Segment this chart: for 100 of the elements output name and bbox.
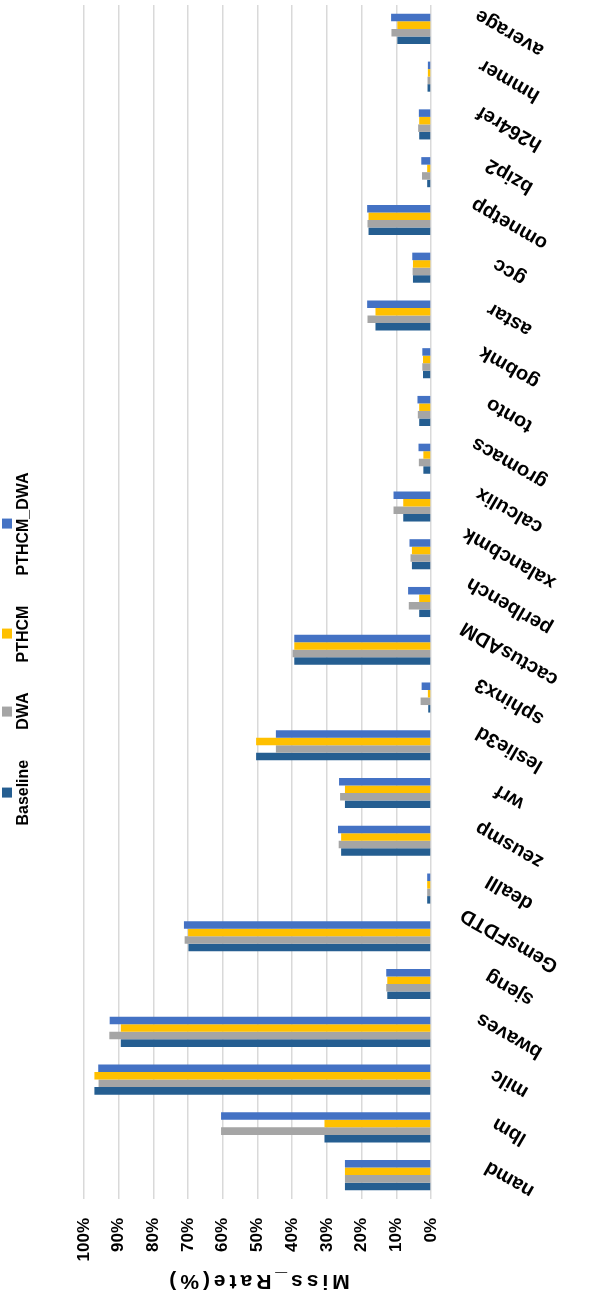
bar — [411, 561, 431, 570]
bar — [94, 1072, 431, 1080]
bar — [428, 705, 431, 713]
bar — [427, 164, 431, 173]
bar — [375, 307, 431, 316]
x-tick-label: 10% — [385, 1218, 405, 1253]
y-tick-label: wrf — [489, 781, 529, 816]
y-tick-label: namd — [480, 1157, 538, 1204]
bar — [367, 219, 431, 228]
bar — [221, 1127, 431, 1135]
bar — [421, 157, 431, 165]
bar — [419, 403, 431, 411]
bar — [422, 363, 431, 371]
bar — [427, 881, 431, 889]
bar — [338, 825, 431, 834]
y-tick-label: tonto — [481, 394, 536, 439]
bar — [418, 109, 431, 117]
bar — [294, 634, 431, 643]
bar — [344, 800, 431, 809]
bar — [120, 1039, 431, 1047]
bar — [408, 586, 431, 595]
bar — [410, 554, 431, 562]
bar — [419, 131, 431, 140]
bar — [188, 943, 431, 952]
bar — [423, 451, 431, 459]
bar — [403, 514, 431, 522]
bar — [368, 227, 431, 235]
bar — [403, 498, 431, 507]
bar — [419, 594, 431, 602]
bar — [427, 896, 431, 904]
bar — [294, 642, 431, 650]
bar — [324, 1134, 431, 1143]
legend-label: Baseline — [14, 759, 32, 826]
bar — [409, 539, 431, 547]
x-tick-label: 70% — [177, 1218, 197, 1253]
y-tick-label: milc — [485, 1065, 532, 1105]
bar — [94, 1087, 431, 1095]
bar — [340, 793, 431, 801]
y-tick-label: gcc — [488, 254, 530, 292]
bar — [344, 785, 431, 794]
legend-label: PTHCM_DWA — [14, 472, 32, 576]
bar — [188, 928, 431, 937]
bar — [421, 682, 431, 690]
bar — [419, 418, 431, 426]
legend-label: PTHCM — [14, 605, 32, 663]
bar — [256, 752, 431, 761]
bar — [411, 546, 431, 555]
bar — [344, 1182, 431, 1191]
bar — [256, 737, 431, 746]
bar — [367, 315, 431, 323]
bar — [367, 300, 431, 308]
y-tick-label: astar — [482, 299, 535, 343]
bar — [341, 848, 431, 856]
bar — [344, 1160, 431, 1168]
x-tick-label: 90% — [108, 1218, 128, 1253]
bar — [120, 1024, 431, 1032]
legend-label: DWA — [14, 692, 32, 730]
bar — [418, 458, 431, 467]
bar — [98, 1064, 431, 1073]
x-tick-label: 80% — [143, 1218, 163, 1253]
bar — [419, 116, 431, 125]
bar — [391, 13, 431, 22]
bar — [368, 212, 431, 220]
bar — [412, 252, 431, 261]
bar — [221, 1112, 431, 1120]
x-axis-title: Miss_Rate(%) — [165, 1271, 350, 1295]
bar — [109, 1031, 431, 1040]
x-tick-label: 100% — [73, 1218, 93, 1262]
x-tick-label: 60% — [212, 1218, 232, 1253]
bar — [422, 348, 431, 356]
bar — [408, 602, 431, 610]
bar — [344, 1175, 431, 1183]
bar — [344, 1167, 431, 1176]
x-tick-label: 20% — [351, 1218, 371, 1253]
bar — [275, 730, 431, 738]
bar — [294, 657, 431, 665]
bar — [419, 609, 431, 618]
bar — [109, 1016, 431, 1025]
bar — [338, 840, 431, 849]
bar — [417, 395, 431, 404]
y-tick-label: lbm — [487, 1114, 530, 1152]
x-tick-label: 30% — [316, 1218, 336, 1253]
bar — [183, 921, 431, 929]
x-tick-label: 50% — [247, 1218, 267, 1253]
x-tick-label: 40% — [281, 1218, 301, 1253]
bar — [418, 124, 431, 132]
bar — [375, 322, 431, 331]
bar — [324, 1119, 431, 1128]
x-tick-label: 0% — [420, 1218, 440, 1243]
bar — [292, 649, 431, 658]
bar — [412, 260, 431, 268]
bar — [184, 936, 431, 944]
bar — [339, 778, 431, 786]
bar — [423, 466, 431, 474]
bar — [421, 172, 431, 180]
bar — [341, 833, 431, 841]
bar — [423, 370, 431, 379]
bar — [397, 21, 431, 29]
bar — [386, 969, 431, 977]
bar — [412, 275, 431, 283]
